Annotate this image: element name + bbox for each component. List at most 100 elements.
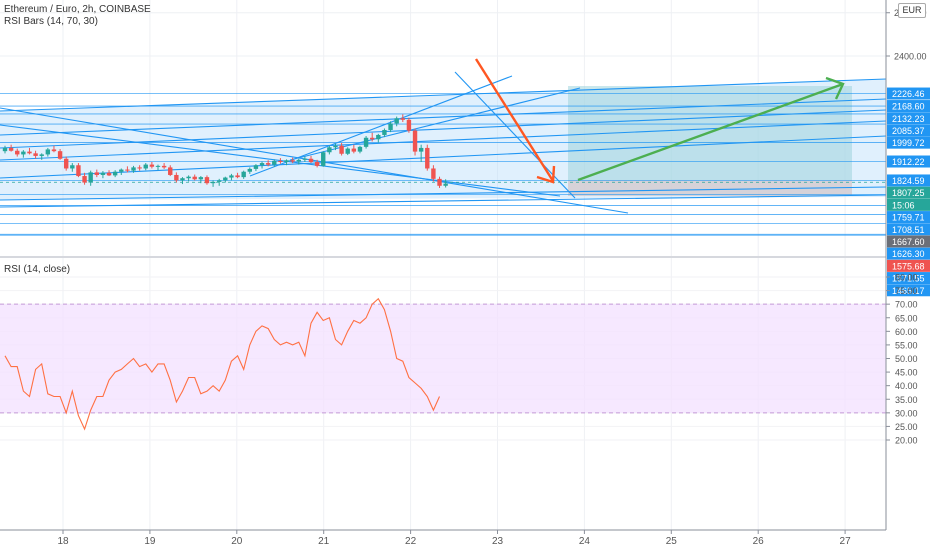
trend-line [0, 109, 887, 149]
candle-body [15, 150, 20, 155]
candle-body [125, 169, 130, 171]
candle-body [100, 172, 106, 175]
currency-badge[interactable]: EUR [898, 3, 926, 18]
price-label: 1465.17 [892, 286, 925, 296]
candle-body [302, 158, 308, 160]
candle-body [345, 148, 350, 154]
candle-body [112, 171, 118, 176]
price-label: 1626.30 [892, 249, 925, 259]
candle-body [210, 181, 216, 184]
price-label: 1667.60 [892, 237, 925, 247]
trend-line [0, 135, 887, 179]
price-label: 1759.71 [892, 213, 925, 223]
price-label: 1912.22 [892, 157, 925, 167]
price-label: 1575.68 [892, 261, 925, 271]
candle-body [425, 147, 430, 169]
time-tick-label: 22 [405, 536, 417, 547]
candle-body [180, 178, 185, 181]
candle-body [131, 167, 136, 171]
chart-legend: Ethereum / Euro, 2h, COINBASE RSI Bars (… [4, 4, 151, 28]
candle-body [8, 147, 14, 151]
candle-body [376, 134, 381, 140]
trend-line [289, 87, 581, 161]
trend-drawings[interactable] [0, 58, 887, 236]
rsi-legend: RSI (14, close) [4, 264, 70, 276]
candle-body [229, 175, 234, 178]
price-label: 2132.23 [892, 114, 925, 124]
price-label: 2226.46 [892, 89, 925, 99]
candle-body [339, 145, 344, 154]
rsi-title: RSI (14, close) [4, 264, 71, 275]
indicator-label: RSI Bars (14, 70, 30) [4, 16, 98, 27]
candle-body [76, 165, 81, 177]
candle-body [137, 167, 142, 169]
candle-body [155, 165, 161, 167]
rsi-tick-label: 75.00 [895, 286, 918, 296]
candle-body [39, 154, 44, 156]
candle-body [119, 169, 124, 172]
rsi-tick-label: 40.00 [895, 381, 918, 391]
rsi-tick-label: 45.00 [895, 368, 918, 378]
rsi-tick-label: 60.00 [895, 327, 918, 337]
candle-body [192, 176, 197, 180]
price-label-bg [887, 100, 930, 113]
price-label: 1824.59 [892, 176, 925, 186]
rsi-band [0, 304, 886, 413]
price-label: 15:06 [892, 200, 915, 210]
time-tick-label: 26 [753, 536, 765, 547]
time-axis-bg [0, 530, 932, 550]
rsi-tick-label: 25.00 [895, 422, 918, 432]
candle-body [333, 145, 338, 148]
candle-body [284, 160, 289, 162]
candle-body [400, 118, 405, 120]
symbol-label: Ethereum / Euro, 2h, COINBASE [4, 4, 151, 15]
rsi-pane [0, 297, 886, 431]
candle-body [253, 165, 259, 169]
candle-body [247, 168, 252, 172]
price-label-bg [887, 136, 930, 149]
price-label-bg [887, 87, 930, 100]
price-label-bg [887, 211, 930, 224]
candle-body [327, 147, 332, 153]
candle-body [51, 149, 57, 152]
bearish-arrow-head [536, 165, 556, 184]
price-label-bg [887, 198, 930, 211]
price-label: 1708.51 [892, 225, 925, 235]
price-axis[interactable]: 2600.002400.002226.462168.602132.232085.… [885, 0, 932, 530]
candle-body [204, 177, 210, 184]
time-axis[interactable]: 18 19 20 21 22 23 24 25 26 27 [0, 529, 932, 550]
candle-body [259, 163, 265, 166]
candle-body [278, 160, 283, 162]
candle-body [418, 147, 424, 152]
bullish-arrow [577, 82, 844, 182]
time-tick-label: 21 [318, 536, 330, 547]
grid-lines [0, 0, 932, 530]
time-tick-label: 19 [144, 536, 156, 547]
price-label: 1571.55 [892, 274, 925, 284]
candle-body [88, 172, 93, 183]
price-label-bg [887, 112, 930, 125]
candle-body [412, 130, 418, 152]
price-label-bg [887, 259, 930, 272]
candle-body [443, 183, 448, 186]
candle-body [70, 165, 75, 169]
price-label-bg [887, 174, 930, 187]
trend-line [454, 71, 576, 199]
trend-line [0, 194, 887, 208]
candle-body [161, 165, 167, 168]
candle-body [265, 163, 271, 165]
price-label-bg [887, 235, 930, 248]
projection-loss-box [568, 180, 852, 196]
trend-line [0, 120, 887, 161]
trend-line [0, 107, 629, 214]
candle-body [437, 178, 442, 186]
candle-body [394, 118, 399, 124]
candle-body [406, 119, 412, 131]
candle-body [308, 158, 314, 162]
price-label-bg [887, 284, 930, 297]
price-label: 1807.25 [892, 188, 925, 198]
time-tick-label: 23 [492, 536, 504, 547]
price-label-bg [887, 247, 930, 260]
price-label-bg [887, 124, 930, 137]
